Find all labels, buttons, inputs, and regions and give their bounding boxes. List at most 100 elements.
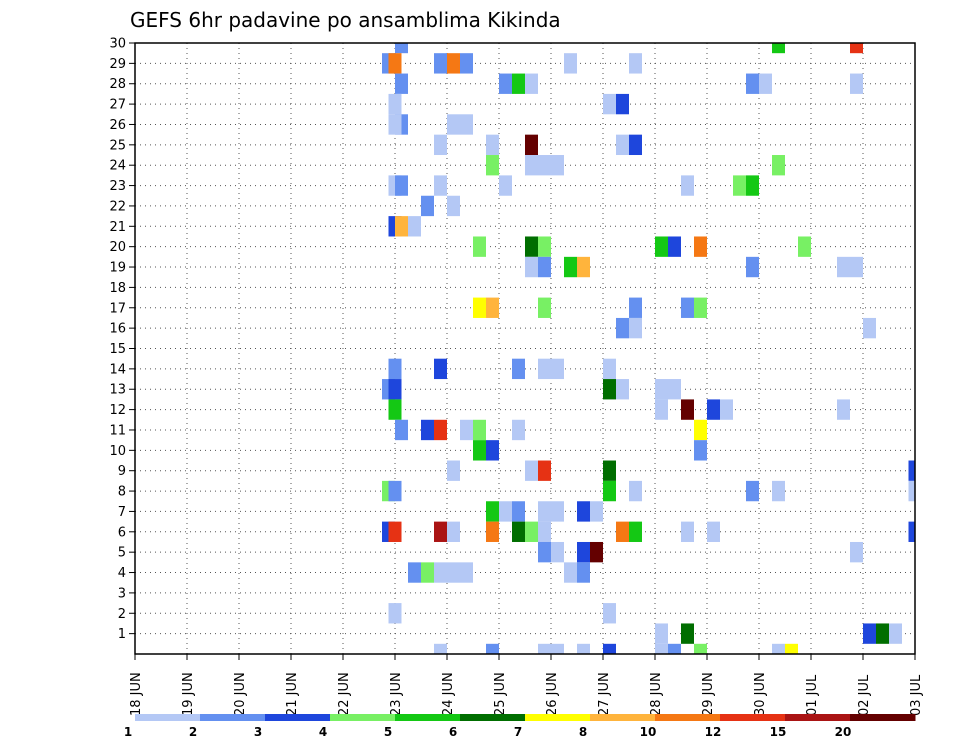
y-tick-label: 16: [109, 322, 126, 337]
legend-label: 8: [579, 725, 587, 739]
heat-cell: [629, 317, 642, 339]
heat-cell: [486, 643, 499, 654]
heat-cell: [603, 603, 616, 624]
heat-cell: [421, 562, 434, 583]
legend-swatch: [720, 714, 786, 721]
heat-cell: [850, 73, 863, 94]
legend-label: 6: [449, 725, 457, 739]
heat-cell: [694, 440, 707, 461]
y-axis: 1234567891011121314151617181920212223242…: [109, 37, 135, 642]
heat-cell: [538, 155, 551, 176]
heat-cell: [850, 43, 863, 54]
heat-cell: [564, 256, 577, 278]
heat-cell: [603, 358, 616, 380]
heat-cell: [863, 317, 876, 339]
heat-cell: [538, 236, 551, 257]
y-tick-label: 4: [118, 566, 126, 581]
y-tick-label: 29: [109, 57, 126, 72]
heat-cell: [746, 256, 759, 278]
heat-cell: [408, 562, 421, 583]
heat-cell: [499, 501, 512, 522]
heat-cell: [388, 93, 402, 115]
heat-cell: [772, 480, 785, 502]
heat-cell: [798, 236, 811, 257]
heat-cell: [551, 541, 564, 563]
legend-swatch: [655, 714, 721, 721]
y-tick-label: 24: [109, 159, 126, 174]
y-tick-label: 20: [109, 240, 126, 255]
heat-cell: [629, 53, 642, 74]
heat-cell: [603, 480, 616, 502]
heat-cell: [733, 175, 746, 196]
heat-cell: [603, 93, 616, 115]
heat-cell: [603, 643, 616, 654]
heat-cell: [577, 256, 590, 278]
heat-cell: [473, 440, 486, 461]
heat-cell: [525, 236, 538, 257]
heat-cell: [473, 236, 486, 257]
heat-cell: [694, 297, 707, 318]
heat-cell: [681, 623, 694, 644]
legend-swatch: [785, 714, 851, 721]
legend-label: 4: [319, 725, 327, 739]
heat-cell: [577, 541, 590, 563]
heat-cell: [772, 43, 785, 54]
heat-cell: [772, 155, 785, 176]
legend-label: 2: [189, 725, 197, 739]
x-tick-label: 20 JUN: [233, 672, 248, 716]
heat-cell: [876, 623, 889, 644]
y-tick-label: 10: [109, 444, 126, 459]
y-tick-label: 14: [109, 362, 126, 377]
y-tick-label: 19: [109, 261, 126, 276]
heat-cell: [759, 73, 772, 94]
x-tick-label: 24 JUN: [441, 672, 456, 716]
heat-cell: [681, 297, 694, 318]
heat-cell: [772, 643, 785, 654]
heat-cell: [720, 399, 733, 420]
color-legend: 1 2 3 4 5 6 7 8 10 12 15 20: [124, 714, 916, 739]
legend-label: 12: [705, 725, 722, 739]
heat-cell: [908, 521, 915, 542]
heat-cell: [538, 460, 551, 481]
legend-swatch: [850, 714, 916, 721]
heat-cell: [408, 216, 421, 237]
heat-cell: [590, 501, 603, 522]
x-tick-label: 27 JUN: [597, 672, 612, 716]
heat-cell: [525, 521, 538, 542]
legend-label: 1: [124, 725, 132, 739]
heat-cell: [460, 419, 473, 441]
heat-cell: [707, 521, 720, 542]
x-tick-label: 22 JUN: [337, 672, 352, 716]
heat-cell: [590, 541, 603, 563]
heat-cell: [388, 358, 402, 380]
y-tick-label: 25: [109, 138, 126, 153]
legend-label: 15: [770, 725, 787, 739]
heat-cell: [681, 521, 694, 542]
heat-cell: [850, 256, 863, 278]
x-tick-label: 19 JUN: [181, 672, 196, 716]
heat-cell: [388, 399, 402, 420]
heat-cell: [538, 256, 551, 278]
heat-cell: [681, 175, 694, 196]
legend-swatch: [590, 714, 656, 721]
heat-cell: [388, 379, 402, 400]
heat-cell: [603, 460, 616, 481]
y-tick-label: 30: [109, 37, 126, 52]
x-axis: 18 JUN 19 JUN 20 JUN 21 JUN 22 JUN 23 JUN 24 J…: [129, 654, 924, 716]
x-tick-label: 03 JUL: [909, 674, 924, 716]
heat-cell: [707, 399, 720, 420]
heat-cell: [746, 480, 759, 502]
heat-cell: [421, 195, 434, 217]
heat-cell: [694, 419, 707, 441]
heat-cell: [668, 236, 681, 257]
heat-cell: [837, 256, 850, 278]
x-tick-label: 18 JUN: [129, 672, 144, 716]
cells-layer: [382, 43, 915, 654]
y-tick-label: 26: [109, 118, 126, 133]
heat-cell: [434, 134, 447, 156]
heat-cell: [564, 53, 577, 74]
chart-title: GEFS 6hr padavine po ansamblima Kikinda: [130, 8, 561, 32]
heat-cell: [551, 358, 564, 380]
heat-cell: [395, 175, 408, 196]
